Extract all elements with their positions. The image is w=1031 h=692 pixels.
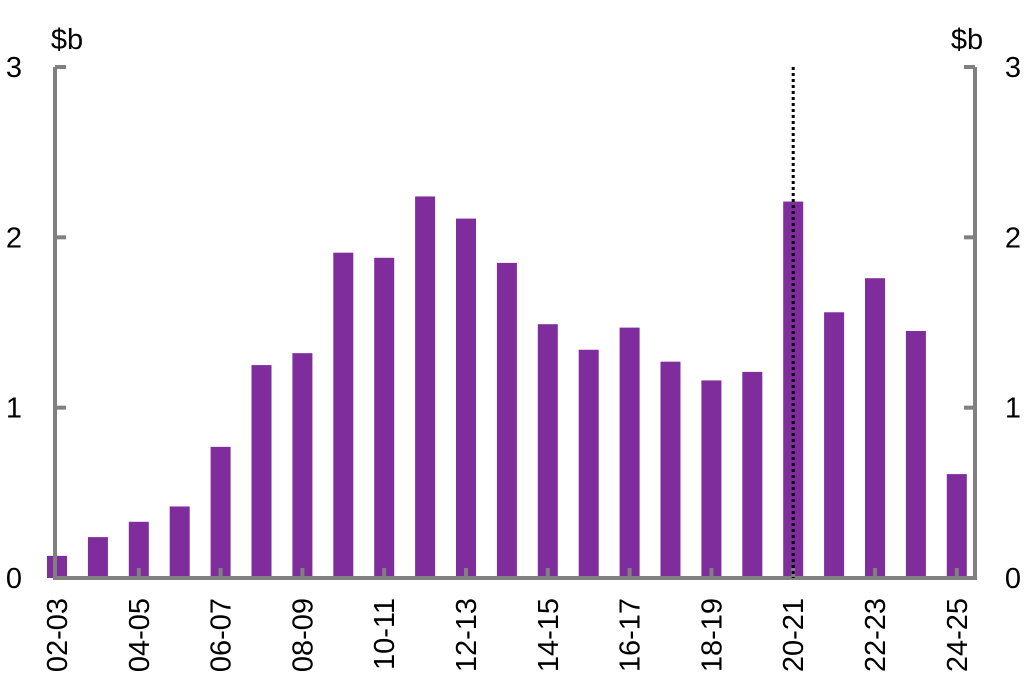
labels-layer: 0 0 1 1 2 2 3 3 $b $b 02-03 04-05 06-07 08-09 10-11 12-… (6, 24, 1021, 672)
x-tick-label: 22-23 (860, 598, 892, 672)
bar-10-11 (374, 257, 395, 578)
bar-23-24 (905, 331, 926, 578)
x-tick-label: 16-17 (615, 598, 647, 672)
bar-24-25 (946, 474, 967, 578)
bar-03-04 (87, 537, 108, 578)
axes-layer (53, 65, 977, 580)
bar-12-13 (456, 218, 476, 578)
bar-18-19 (701, 380, 722, 578)
left-y-tick-label: 3 (6, 52, 22, 84)
x-tick-label: 02-03 (42, 598, 74, 672)
bar-21-22 (824, 312, 845, 578)
right-unit-label: $b (951, 24, 983, 56)
bar-07-08 (251, 365, 272, 578)
bar-05-06 (169, 506, 190, 578)
x-tick-label: 10-11 (369, 598, 401, 670)
x-tick-mark (218, 568, 223, 578)
x-tick-label: 06-07 (206, 598, 238, 672)
left-y-tick-label: 2 (6, 222, 22, 254)
x-tick-mark (382, 568, 387, 578)
x-tick-mark (627, 568, 632, 578)
left-y-tick-label: 0 (6, 563, 22, 595)
x-tick-mark (464, 568, 468, 578)
right-y-tick-label: 2 (1005, 222, 1021, 254)
bar-04-05 (128, 521, 149, 578)
x-tick-label: 24-25 (942, 598, 974, 672)
x-tick-label: 20-21 (778, 598, 810, 672)
left-y-tick-label: 1 (6, 393, 22, 425)
bar-22-23 (865, 278, 885, 578)
bar-09-10 (333, 252, 354, 578)
x-tick-label: 12-13 (451, 598, 483, 672)
bar-15-16 (578, 349, 599, 578)
bar-06-07 (210, 446, 231, 578)
x-tick-label: 14-15 (533, 598, 565, 672)
bar-13-14 (496, 262, 517, 578)
left-unit-label: $b (51, 24, 83, 56)
bar-17-18 (660, 361, 681, 578)
x-tick-mark (545, 568, 550, 578)
bar-19-20 (742, 371, 763, 578)
x-tick-mark (300, 568, 305, 578)
bar-20-21 (783, 201, 804, 578)
bars-layer (47, 196, 967, 578)
bar-08-09 (292, 353, 313, 578)
x-tick-label: 08-09 (287, 598, 319, 672)
x-tick-label: 18-19 (696, 598, 728, 672)
x-tick-mark (136, 568, 141, 578)
x-tick-mark (954, 568, 959, 578)
x-tick-mark (873, 568, 877, 578)
right-y-tick-label: 3 (1005, 52, 1021, 84)
bar-11-12 (415, 196, 436, 578)
x-tick-mark (709, 568, 714, 578)
bar-16-17 (619, 327, 640, 578)
right-y-tick-label: 0 (1005, 563, 1021, 595)
bar-14-15 (537, 324, 558, 578)
x-tick-label: 04-05 (124, 598, 156, 672)
right-y-tick-label: 1 (1005, 393, 1021, 425)
